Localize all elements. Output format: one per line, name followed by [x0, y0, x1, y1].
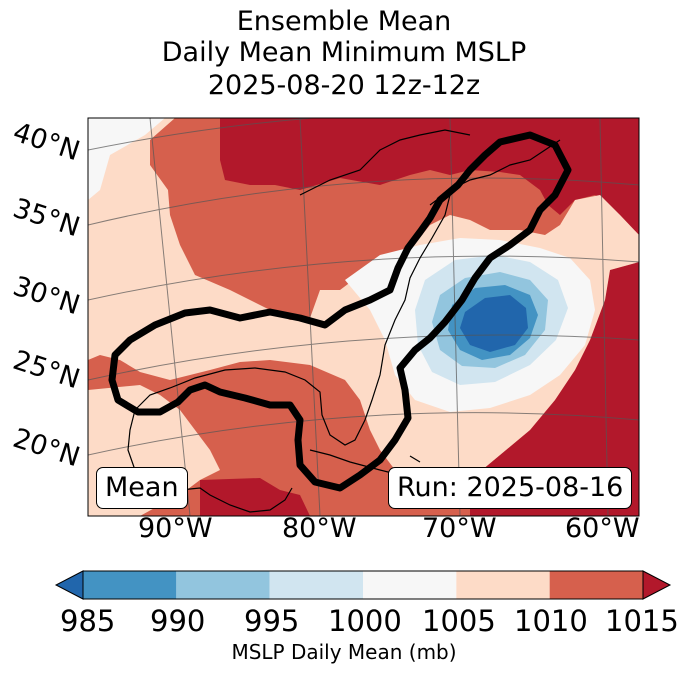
- colorbar-segment-990: [176, 571, 270, 599]
- colorbar-extend-low: [54, 570, 84, 600]
- colorbar-tick-990: 990: [150, 604, 206, 638]
- colorbar-tick-1000: 1000: [328, 604, 402, 638]
- colorbar-extend-high: [642, 570, 672, 600]
- colorbar: [54, 570, 672, 600]
- title-line-1: Ensemble Mean: [236, 6, 452, 37]
- colorbar-tick-1005: 1005: [422, 604, 496, 638]
- colorbar-segment-1000: [363, 571, 457, 599]
- lon-label-90: 90°W: [138, 513, 213, 544]
- colorbar-tick-1010: 1010: [514, 604, 588, 638]
- colorbar-tick-995: 995: [244, 604, 300, 638]
- field-above-1015-southwest: [200, 478, 310, 516]
- lon-label-80: 80°W: [282, 513, 357, 544]
- colorbar-tick-1015: 1015: [605, 604, 679, 638]
- lon-label-70: 70°W: [422, 513, 497, 544]
- title-line-3: 2025-08-20 12z-12z: [207, 70, 481, 101]
- field-1000-1005-northwest: [88, 118, 165, 200]
- colorbar-segment-1005: [456, 571, 550, 599]
- colorbar-tick-985: 985: [60, 604, 116, 638]
- coastlines: [127, 129, 561, 513]
- colorbar-title: MSLP Daily Mean (mb): [231, 640, 457, 664]
- colorbar-segment-985: [83, 571, 177, 599]
- lon-label-60: 60°W: [565, 513, 640, 544]
- colorbar-segment-1010: [549, 571, 643, 599]
- run-date-box: Run: 2025-08-16: [388, 467, 633, 509]
- title-line-2: Daily Mean Minimum MSLP: [161, 37, 527, 68]
- field-above-1015-north: [220, 118, 639, 235]
- colorbar-segment-995: [269, 571, 363, 599]
- field-above-1015-east: [470, 262, 639, 516]
- mean-label-box: Mean: [96, 467, 188, 509]
- field-below-985: [460, 295, 528, 352]
- highlighted-contour: [108, 131, 572, 492]
